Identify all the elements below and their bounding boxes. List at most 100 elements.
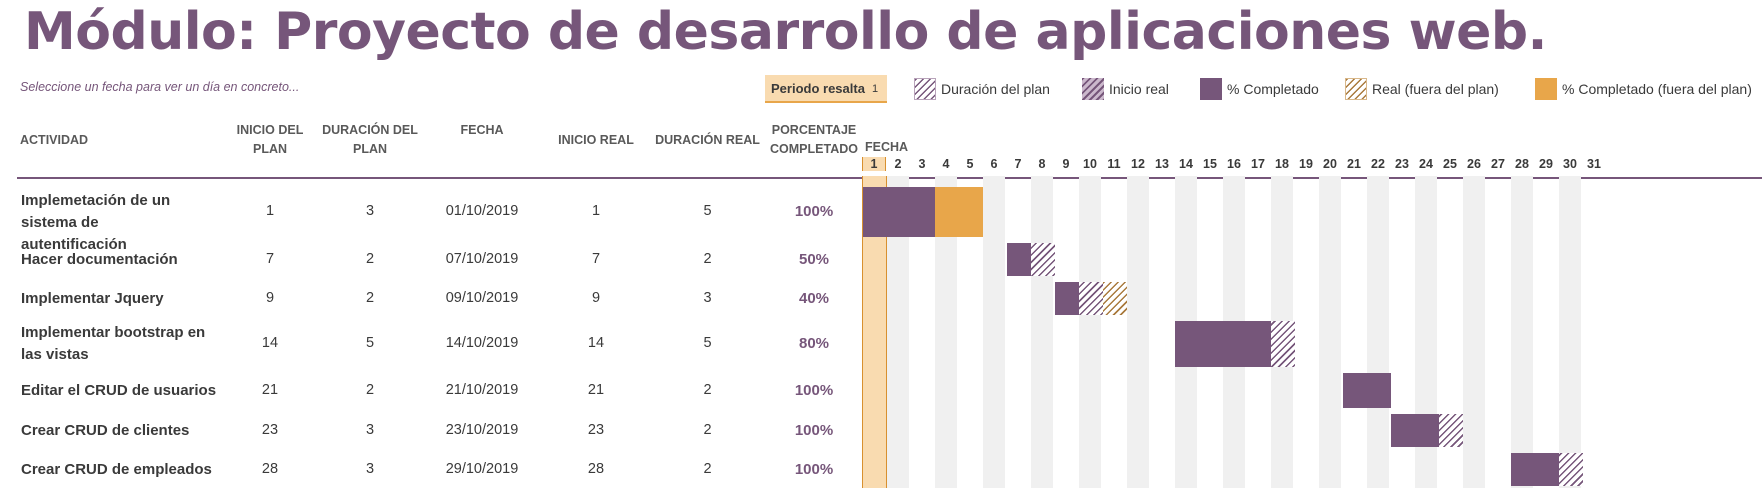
porcentaje-cell: 100% [794, 421, 834, 439]
day-number[interactable]: 14 [1179, 157, 1193, 171]
inicio-plan-cell: 23 [261, 421, 279, 438]
date-hint-text: Seleccione un fecha para ver un día en c… [20, 80, 300, 94]
day-number[interactable]: 22 [1371, 157, 1385, 171]
porcentaje-cell: 100% [794, 460, 834, 478]
header-duracion-real: DURACIÓN REAL [655, 133, 760, 147]
day-number[interactable]: 16 [1227, 157, 1241, 171]
completed-bar [1175, 321, 1271, 367]
legend-label: Real (fuera del plan) [1372, 81, 1499, 97]
completed-bar [1343, 373, 1391, 408]
duracion-real-cell: 2 [703, 421, 712, 438]
activity-name[interactable]: Crear CRUD de clientes [21, 421, 190, 439]
duracion-real-cell: 3 [703, 289, 712, 306]
day-number[interactable]: 4 [942, 157, 950, 171]
duracion-plan-cell: 2 [365, 289, 375, 306]
completed-out-of-plan-bar [935, 187, 983, 237]
day-number[interactable]: 17 [1251, 157, 1265, 171]
real-start-swatch-icon [1082, 78, 1104, 100]
fecha-cell: 21/10/2019 [445, 381, 519, 398]
legend-label: Inicio real [1109, 81, 1169, 97]
header-duracion-plan: DURACIÓN DEL PLAN [322, 123, 418, 156]
duracion-real-cell: 5 [703, 203, 712, 219]
day-column [1511, 176, 1533, 488]
day-column [1463, 176, 1485, 488]
day-number[interactable]: 7 [1014, 157, 1022, 171]
fecha-cell: 01/10/2019 [445, 203, 519, 219]
porcentaje-cell: 100% [794, 381, 834, 399]
day-number[interactable]: 20 [1323, 157, 1337, 171]
day-number[interactable]: 29 [1539, 157, 1553, 171]
header-inicio-plan: INICIO DEL PLAN [236, 123, 304, 156]
day-column [1295, 176, 1317, 488]
day-number[interactable]: 21 [1347, 157, 1361, 171]
activity-name[interactable]: Hacer documentación [21, 250, 178, 268]
legend-label: Duración del plan [941, 81, 1050, 97]
legend-label: % Completado [1227, 81, 1319, 97]
inicio-real-cell: 1 [591, 203, 601, 219]
completed-swatch-icon [1200, 78, 1222, 100]
completed-bar [1391, 414, 1439, 447]
day-number[interactable]: 18 [1275, 157, 1289, 171]
day-number[interactable]: 27 [1491, 157, 1505, 171]
porcentaje-cell: 80% [798, 335, 830, 352]
day-number[interactable]: 31 [1587, 157, 1601, 171]
porcentaje-cell: 40% [798, 289, 830, 307]
fecha-cell: 09/10/2019 [445, 289, 519, 306]
day-number[interactable]: 1 [862, 157, 886, 171]
header-porcentaje: PORCENTAJE COMPLETADO [770, 123, 858, 156]
day-number[interactable]: 6 [990, 157, 998, 171]
completed-out-of-plan-swatch-icon [1535, 78, 1557, 100]
inicio-real-cell: 7 [591, 250, 601, 267]
day-number[interactable]: 12 [1131, 157, 1145, 171]
inicio-real-cell: 23 [587, 421, 605, 438]
day-number[interactable]: 24 [1419, 157, 1433, 171]
completed-bar [1055, 282, 1079, 315]
day-column [1103, 176, 1125, 488]
completed-bar [863, 187, 935, 237]
duracion-plan-cell: 2 [365, 250, 375, 267]
inicio-plan-cell: 21 [261, 381, 279, 398]
inicio-real-cell: 14 [587, 335, 605, 351]
day-column [1127, 176, 1149, 488]
day-column [1535, 176, 1557, 488]
highlight-period-field[interactable]: Periodo resalta 1 [765, 75, 887, 103]
day-column [1487, 176, 1509, 488]
real-out-of-plan-swatch-icon [1345, 78, 1367, 100]
real-out-of-plan-bar [1103, 282, 1127, 315]
completed-bar [1511, 453, 1559, 486]
day-number[interactable]: 11 [1107, 157, 1121, 171]
day-number[interactable]: 3 [918, 157, 926, 171]
day-number[interactable]: 10 [1083, 157, 1097, 171]
duracion-real-cell: 2 [703, 460, 712, 477]
inicio-real-cell: 21 [587, 381, 605, 398]
duracion-plan-cell: 3 [365, 203, 375, 219]
day-number[interactable]: 13 [1155, 157, 1169, 171]
day-number[interactable]: 9 [1062, 157, 1070, 171]
fecha-cell: 23/10/2019 [445, 421, 519, 438]
activity-name[interactable]: Crear CRUD de empleados [21, 460, 212, 478]
activity-name[interactable]: Implemetación de un sistema de autentifi… [21, 192, 171, 253]
activity-name[interactable]: Implementar Jquery [21, 289, 164, 307]
day-column [1319, 176, 1341, 488]
day-column [1151, 176, 1173, 488]
inicio-plan-cell: 1 [265, 203, 275, 219]
highlight-period-value[interactable]: 1 [872, 83, 879, 95]
plan-duration-swatch-icon [914, 78, 936, 100]
day-number[interactable]: 25 [1443, 157, 1457, 171]
day-number[interactable]: 26 [1467, 157, 1481, 171]
inicio-plan-cell: 28 [261, 460, 279, 477]
day-number[interactable]: 15 [1203, 157, 1217, 171]
activity-name[interactable]: Implementar bootstrap en las vistas [21, 324, 206, 363]
day-number[interactable]: 2 [894, 157, 902, 171]
day-number[interactable]: 30 [1563, 157, 1577, 171]
day-column [1415, 176, 1437, 488]
day-column [1343, 176, 1365, 488]
day-number[interactable]: 19 [1299, 157, 1313, 171]
inicio-plan-cell: 9 [265, 289, 275, 306]
duracion-real-cell: 2 [703, 381, 712, 398]
day-number[interactable]: 5 [966, 157, 974, 171]
day-number[interactable]: 23 [1395, 157, 1409, 171]
day-number[interactable]: 28 [1515, 157, 1529, 171]
day-number[interactable]: 8 [1038, 157, 1046, 171]
activity-name[interactable]: Editar el CRUD de usuarios [21, 381, 217, 399]
